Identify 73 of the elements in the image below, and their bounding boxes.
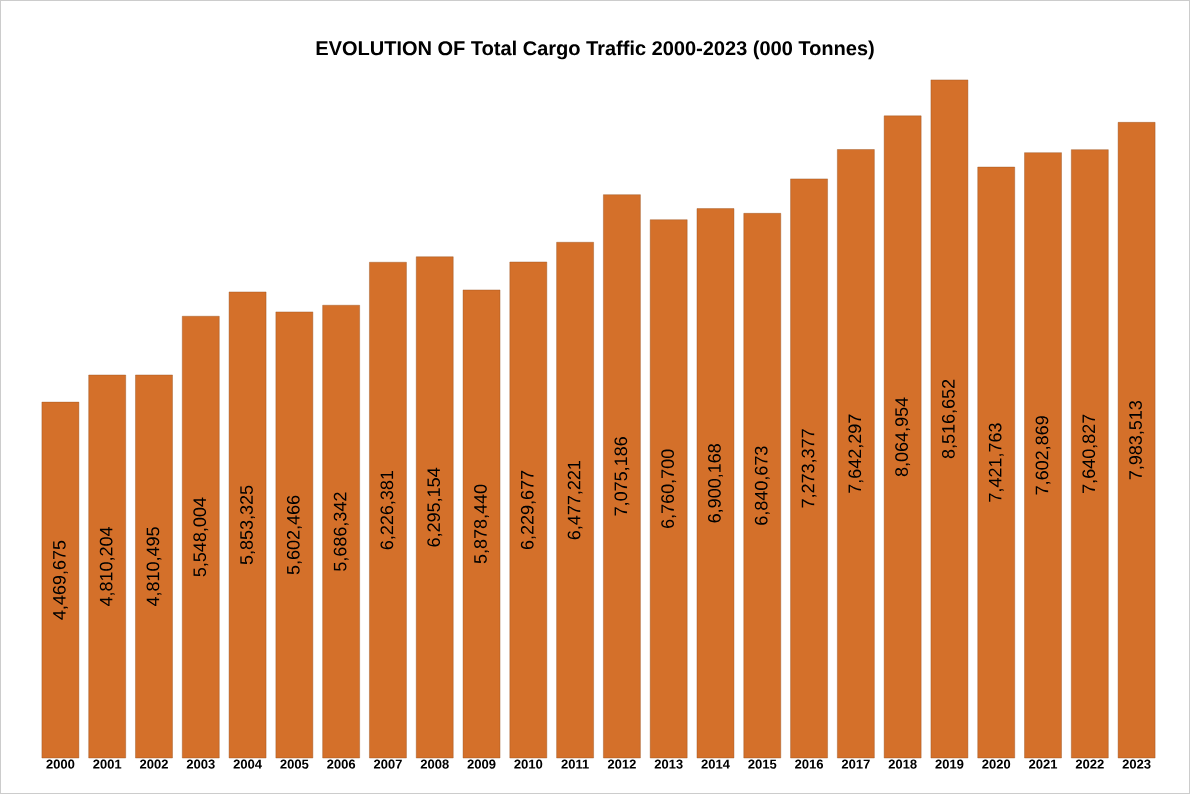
- x-tick-label: 2012: [607, 759, 636, 769]
- bar: [369, 262, 407, 759]
- bar: [1024, 152, 1062, 759]
- data-label: 7,983,513: [1129, 400, 1145, 480]
- data-label: 6,295,154: [427, 467, 443, 547]
- bar: [883, 115, 922, 759]
- bar: [696, 208, 735, 759]
- x-tick-label: 2009: [467, 759, 496, 769]
- bar: [462, 289, 501, 759]
- bar: [135, 374, 173, 759]
- x-tick-label: 2003: [186, 759, 215, 769]
- bar: [1071, 149, 1109, 759]
- data-label: 6,840,673: [754, 446, 770, 525]
- data-label: 5,878,440: [474, 484, 489, 564]
- bar: [743, 213, 781, 759]
- x-tick-label: 2005: [280, 759, 309, 769]
- data-label: 7,421,763: [988, 423, 1004, 502]
- x-tick-label: 2000: [46, 759, 75, 769]
- x-tick-label: 2004: [233, 759, 262, 769]
- data-label: 5,686,342: [333, 492, 349, 571]
- bar: [930, 79, 969, 759]
- bar: [649, 219, 688, 759]
- data-label: 6,226,381: [380, 470, 396, 550]
- bar: [88, 374, 126, 759]
- x-tick-label: 2011: [561, 759, 589, 769]
- x-tick-label: 2006: [327, 759, 356, 769]
- chart-title: EVOLUTION OF Total Cargo Traffic 2000-2023 (000 Tonnes): [316, 40, 874, 60]
- data-label: 7,273,377: [801, 429, 817, 508]
- data-label: 6,229,677: [520, 470, 536, 550]
- x-tick-label: 2002: [139, 759, 168, 769]
- data-label: 7,602,869: [1035, 416, 1051, 495]
- data-label: 4,810,204: [99, 526, 115, 607]
- bar: [228, 291, 267, 759]
- data-label: 4,810,495: [146, 527, 162, 607]
- data-label: 8,516,652: [941, 379, 957, 459]
- data-label: 5,602,466: [286, 495, 302, 575]
- bar: [556, 242, 594, 759]
- x-tick-label: 2007: [373, 759, 402, 769]
- data-label: 5,853,325: [240, 485, 256, 565]
- data-label: 7,640,827: [1082, 414, 1098, 493]
- bar: [322, 305, 360, 759]
- data-label: 6,477,221: [567, 460, 583, 540]
- data-label: 5,548,004: [193, 497, 209, 577]
- bar: [509, 261, 548, 759]
- bar: [416, 256, 454, 759]
- x-tick-label: 2019: [935, 759, 964, 769]
- x-tick-label: 2023: [1122, 759, 1151, 769]
- bar: [1117, 122, 1156, 759]
- bar: [977, 166, 1015, 759]
- bar: [275, 311, 314, 759]
- x-tick-label: 2016: [795, 759, 824, 769]
- x-tick-label: 2018: [888, 759, 917, 769]
- x-tick-label: 2008: [420, 759, 449, 769]
- data-label: 6,900,168: [708, 444, 723, 523]
- bar: [837, 149, 875, 759]
- data-label: 6,760,700: [661, 449, 677, 528]
- x-tick-label: 2017: [841, 759, 870, 769]
- data-label: 7,075,186: [614, 437, 630, 516]
- x-tick-label: 2010: [514, 759, 543, 769]
- bar: [790, 178, 828, 759]
- x-tick-label: 2013: [654, 759, 683, 769]
- x-tick-label: 2014: [701, 759, 730, 769]
- bar: [182, 316, 220, 759]
- bar: [41, 401, 80, 759]
- x-tick-label: 2022: [1075, 759, 1104, 769]
- x-tick-label: 2001: [93, 759, 122, 769]
- data-label: 8,064,954: [895, 397, 911, 477]
- data-label: 4,469,675: [52, 540, 68, 620]
- bar: [603, 194, 641, 759]
- x-tick-label: 2020: [982, 759, 1011, 769]
- x-tick-label: 2015: [748, 759, 777, 769]
- x-tick-label: 2021: [1029, 759, 1058, 769]
- data-label: 7,642,297: [848, 414, 864, 493]
